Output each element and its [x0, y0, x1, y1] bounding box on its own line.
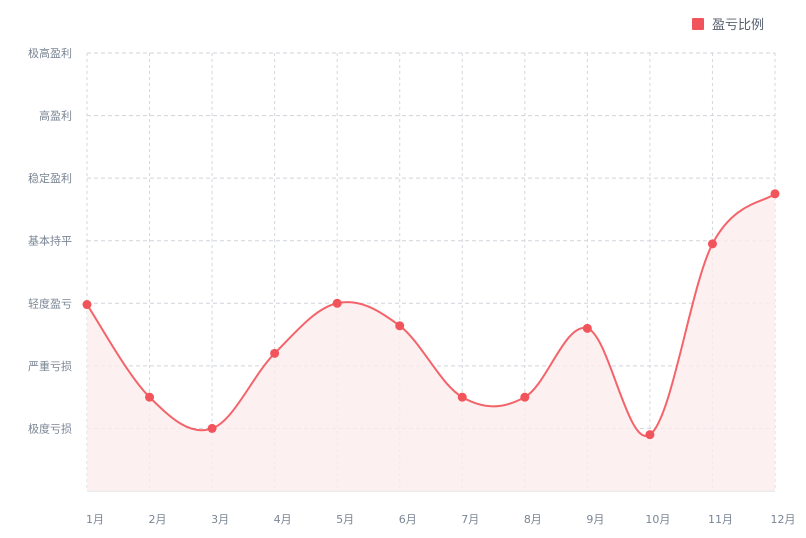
y-tick-label: 极高盈利 [28, 46, 72, 60]
y-tick-label: 基本持平 [28, 234, 72, 248]
data-point[interactable] [270, 348, 280, 358]
y-tick-label: 极度亏损 [28, 421, 72, 435]
area-fill-layer [87, 193, 775, 492]
x-tick-label: 4月 [274, 513, 292, 526]
x-tick-label: 3月 [211, 513, 229, 526]
x-axis-tick-labels: 1月 2月 3月 4月 5月 6月 7月 8月 9月 10月 11月 12月 [86, 513, 796, 526]
legend[interactable]: 盈亏比例 [692, 18, 764, 33]
data-point[interactable] [770, 189, 780, 199]
x-tick-label: 2月 [149, 513, 167, 526]
y-tick-label: 稳定盈利 [28, 171, 72, 185]
data-point[interactable] [582, 323, 592, 333]
y-axis-tick-labels: 极度亏损 严重亏损 轻度盈亏 基本持平 稳定盈利 高盈利 极高盈利 [28, 46, 72, 435]
data-point[interactable] [82, 300, 92, 310]
x-tick-label: 1月 [86, 513, 104, 526]
data-points-layer [82, 189, 780, 440]
x-tick-label: 6月 [399, 513, 417, 526]
x-tick-label: 5月 [336, 513, 354, 526]
data-point[interactable] [145, 392, 155, 402]
data-point[interactable] [457, 392, 467, 402]
data-point[interactable] [707, 239, 717, 249]
y-tick-label: 严重亏损 [28, 359, 72, 373]
data-point[interactable] [207, 423, 217, 433]
x-tick-label: 7月 [461, 513, 479, 526]
legend-swatch-icon [692, 18, 704, 30]
x-tick-label: 11月 [708, 513, 733, 526]
x-tick-label: 12月 [771, 513, 796, 526]
y-tick-label: 高盈利 [39, 109, 72, 123]
x-tick-label: 10月 [645, 513, 670, 526]
data-point[interactable] [395, 321, 405, 331]
x-tick-label: 8月 [524, 513, 542, 526]
y-tick-label: 轻度盈亏 [28, 296, 72, 310]
data-point[interactable] [645, 430, 655, 440]
data-point[interactable] [332, 298, 342, 308]
data-point[interactable] [520, 392, 530, 402]
legend-label: 盈亏比例 [712, 18, 764, 33]
x-tick-label: 9月 [586, 513, 604, 526]
area-fill [87, 193, 775, 492]
